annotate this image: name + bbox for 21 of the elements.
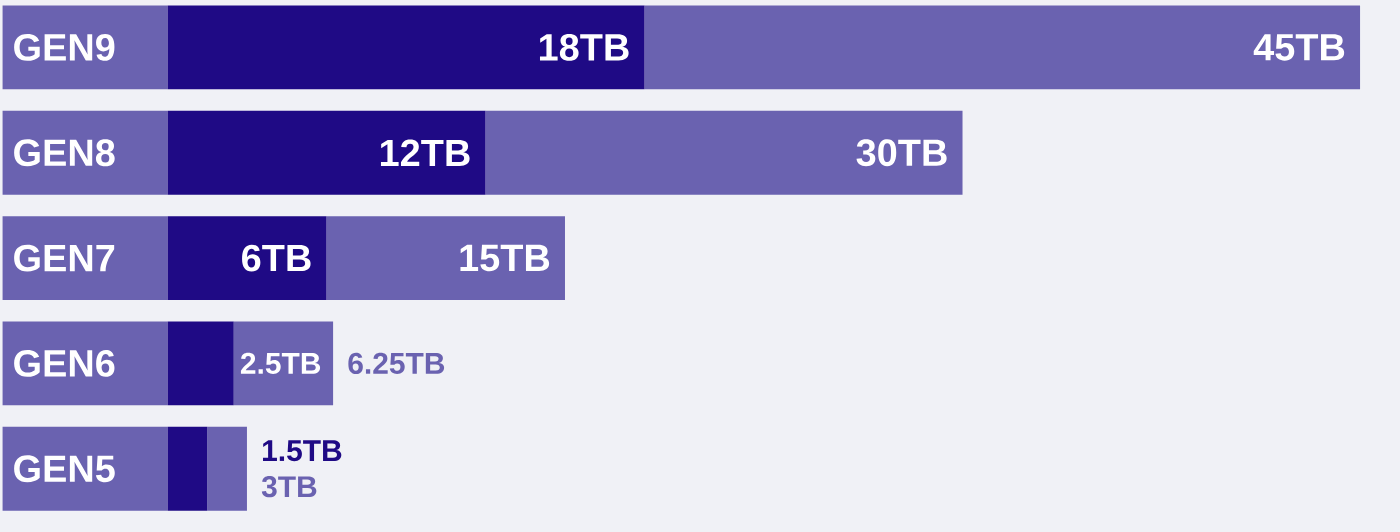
bar xyxy=(233,321,334,406)
y-tick-label: GEN7 xyxy=(14,244,115,272)
data-label: 18TB xyxy=(539,34,629,61)
data-label: 12TB xyxy=(380,139,470,166)
total-label: 30TB xyxy=(856,139,947,167)
total-label: 15TB xyxy=(460,244,550,272)
y-tick-label: GEN6 xyxy=(14,350,115,377)
bar xyxy=(644,5,1361,90)
y-tick-label: GEN9 xyxy=(14,34,115,61)
data-label: 2.5TB xyxy=(240,352,321,375)
y-tick-label: GEN5 xyxy=(14,455,115,483)
bar xyxy=(326,216,565,301)
y-tick-label: GEN8 xyxy=(14,139,115,167)
total-label: 45TB xyxy=(1253,34,1345,61)
bar xyxy=(167,426,208,511)
total-label: 6.25TB xyxy=(348,352,445,375)
bar xyxy=(485,110,963,195)
data-label: 6TB xyxy=(242,244,311,272)
bar xyxy=(207,426,247,511)
data-label: 1.5TB xyxy=(263,440,342,462)
total-label: 3TB xyxy=(261,476,317,498)
